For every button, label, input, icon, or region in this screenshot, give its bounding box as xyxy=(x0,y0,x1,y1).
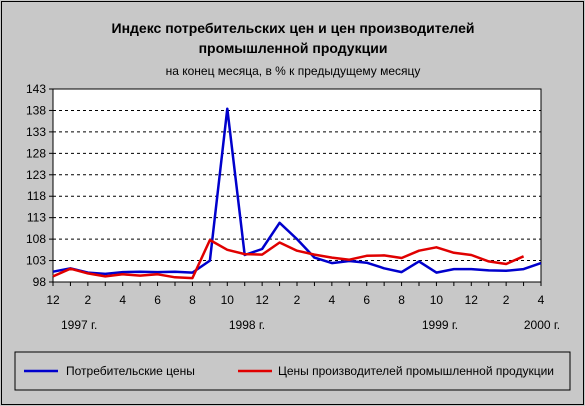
y-tick-label: 113 xyxy=(27,211,46,225)
x-tick-label: 2 xyxy=(85,293,92,307)
plot-area xyxy=(52,88,542,283)
y-tick-label: 103 xyxy=(26,254,46,268)
series-line-0 xyxy=(52,107,542,276)
x-tick-label: 10 xyxy=(221,293,235,307)
year-labels: 1997 г. 1998 г. 1999 г. 2000 г. xyxy=(61,318,560,332)
legend-box xyxy=(14,351,571,391)
x-tick-label: 4 xyxy=(119,293,126,307)
legend-label-producer: Цены производителей промышленной продукц… xyxy=(278,364,554,378)
y-tick-label: 138 xyxy=(26,103,46,117)
chart-subtitle: на конец месяца, в % к предыдущему месяц… xyxy=(166,64,421,78)
chart-title-line2: промышленной продукции xyxy=(199,40,388,56)
x-tick-label: 2 xyxy=(503,293,510,307)
y-tick-label: 118 xyxy=(27,189,46,203)
series-line-1 xyxy=(52,238,525,280)
x-tick-label: 8 xyxy=(189,293,196,307)
y-tick-label: 123 xyxy=(26,168,46,182)
y-tick-label: 128 xyxy=(26,146,46,160)
x-tick-label: 4 xyxy=(538,293,545,307)
y-tick-label: 108 xyxy=(26,232,46,246)
y-axis: 98 103 108 113 118 123 128 133 138 143 xyxy=(26,82,53,289)
year-label: 1999 г. xyxy=(422,318,458,332)
series-lines xyxy=(52,107,542,280)
x-tick-label: 6 xyxy=(363,293,370,307)
x-tick-label: 12 xyxy=(465,293,479,307)
y-tick-label: 133 xyxy=(26,125,46,139)
x-tick-label: 8 xyxy=(398,293,405,307)
x-tick-label: 4 xyxy=(329,293,336,307)
x-tick-label: 2 xyxy=(294,293,301,307)
x-tick-label: 12 xyxy=(255,293,269,307)
year-label: 1998 г. xyxy=(229,318,265,332)
x-tick-label: 12 xyxy=(46,293,60,307)
legend-label-consumer: Потребительские цены xyxy=(66,364,195,378)
year-label: 1997 г. xyxy=(61,318,97,332)
y-tick-label: 98 xyxy=(33,275,47,289)
x-axis: 12 2 4 6 8 10 12 2 4 6 8 10 12 2 4 xyxy=(46,282,545,307)
x-tick-label: 6 xyxy=(154,293,161,307)
chart-title-line1: Индекс потребительских цен и цен произво… xyxy=(112,20,475,36)
x-tick-label: 10 xyxy=(430,293,444,307)
y-tick-label: 143 xyxy=(26,82,46,96)
year-label: 2000 г. xyxy=(524,318,560,332)
